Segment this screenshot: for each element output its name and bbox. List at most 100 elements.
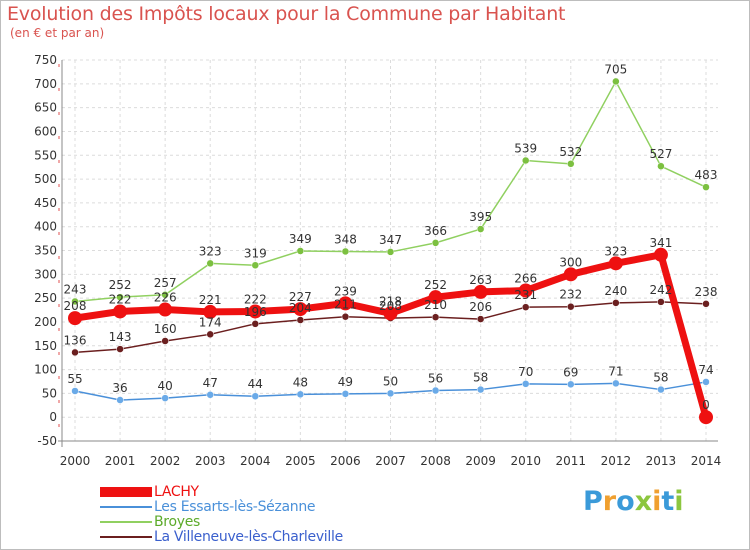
data-label-lachy: 218 [379, 294, 402, 308]
y-tick-label: 350 [34, 244, 57, 258]
data-label-broyes: 257 [154, 276, 177, 290]
y-tick-label: 550 [34, 148, 57, 162]
data-label-les-essarts-l-s-s-zanne: 44 [248, 377, 263, 391]
data-point-broyes [386, 248, 395, 256]
chart-title: Evolution des Impôts locaux pour la Comm… [7, 3, 566, 25]
x-tick-label: 2001 [105, 454, 136, 468]
data-point-les-essarts-l-s-s-zanne [341, 390, 350, 398]
x-tick-label: 2013 [646, 454, 677, 468]
data-label-lachy: 222 [244, 292, 267, 306]
y-tick-label: -50 [37, 434, 57, 448]
data-label-broyes: 366 [424, 224, 447, 238]
data-label-lachy: 226 [154, 291, 177, 305]
data-point-lachy [608, 256, 623, 271]
data-point-les-essarts-l-s-s-zanne [431, 386, 440, 395]
data-label-les-essarts-l-s-s-zanne: 48 [293, 375, 308, 389]
data-point-lachy [428, 290, 443, 305]
data-point-lachy [518, 283, 533, 298]
x-tick-label: 2006 [330, 454, 361, 468]
data-label-broyes: 319 [244, 246, 267, 260]
data-label-la-villeneuve-l-s-charleville: 204 [289, 301, 312, 315]
x-tick-label: 2010 [510, 454, 541, 468]
data-label-la-villeneuve-l-s-charleville: 160 [154, 322, 177, 336]
y-tick-label: 300 [34, 267, 57, 281]
data-label-broyes: 705 [604, 62, 627, 76]
data-point-la-villeneuve-l-s-charleville [341, 312, 350, 321]
logo-letter: i [674, 486, 684, 517]
data-label-la-villeneuve-l-s-charleville: 196 [244, 305, 267, 319]
data-point-les-essarts-l-s-s-zanne [521, 380, 530, 388]
data-point-la-villeneuve-l-s-charleville [251, 320, 260, 328]
data-point-les-essarts-l-s-s-zanne [702, 378, 710, 386]
data-point-broyes [341, 247, 350, 256]
y-tick-label: 50 [42, 386, 57, 400]
data-label-la-villeneuve-l-s-charleville: 242 [649, 283, 672, 297]
data-label-broyes: 252 [109, 278, 132, 292]
legend-swatch-villeneuve [100, 536, 152, 538]
x-tick-label: 2005 [285, 454, 316, 468]
logo-letter: t [661, 486, 675, 517]
data-label-les-essarts-l-s-s-zanne: 47 [203, 376, 218, 390]
legend-swatch-essarts [100, 506, 152, 508]
data-point-la-villeneuve-l-s-charleville [612, 299, 620, 307]
data-point-broyes [251, 261, 260, 270]
legend-label-broyes: Broyes [154, 514, 201, 530]
data-label-les-essarts-l-s-s-zanne: 58 [473, 371, 488, 385]
y-tick-label: 500 [34, 172, 57, 186]
chart-subtitle: (en € et par an) [10, 26, 105, 40]
data-label-les-essarts-l-s-s-zanne: 55 [67, 372, 82, 386]
x-tick-label: 2008 [420, 454, 451, 468]
data-point-lachy [473, 284, 488, 299]
data-label-les-essarts-l-s-s-zanne: 58 [653, 371, 668, 385]
legend-label-essarts: Les Essarts-lès-Sézanne [154, 499, 316, 515]
data-label-les-essarts-l-s-s-zanne: 40 [158, 379, 173, 393]
data-point-la-villeneuve-l-s-charleville [116, 345, 124, 353]
data-point-les-essarts-l-s-s-zanne [386, 389, 395, 398]
data-label-broyes: 348 [334, 232, 357, 246]
data-point-la-villeneuve-l-s-charleville [296, 316, 305, 324]
legend-label-lachy: LACHY [154, 484, 199, 500]
data-label-les-essarts-l-s-s-zanne: 74 [698, 363, 713, 377]
data-label-la-villeneuve-l-s-charleville: 240 [604, 284, 627, 298]
data-point-la-villeneuve-l-s-charleville [521, 303, 530, 311]
data-point-lachy [699, 410, 713, 425]
data-point-lachy [563, 267, 578, 282]
data-label-la-villeneuve-l-s-charleville: 211 [334, 298, 357, 312]
data-point-la-villeneuve-l-s-charleville [567, 302, 575, 311]
data-label-lachy: 266 [514, 272, 537, 286]
data-point-broyes [702, 183, 710, 191]
y-tick-label: 200 [34, 315, 57, 329]
data-label-les-essarts-l-s-s-zanne: 36 [112, 381, 127, 395]
data-point-la-villeneuve-l-s-charleville [71, 348, 79, 357]
data-point-lachy [203, 304, 218, 319]
data-point-les-essarts-l-s-s-zanne [657, 385, 665, 394]
data-point-lachy [113, 304, 128, 319]
data-point-les-essarts-l-s-s-zanne [476, 385, 485, 394]
data-point-lachy [653, 247, 668, 262]
y-tick-label: 450 [34, 196, 57, 210]
data-point-broyes [161, 291, 169, 299]
data-point-la-villeneuve-l-s-charleville [206, 330, 214, 339]
y-tick-label: 250 [34, 291, 57, 305]
data-label-lachy: 263 [469, 273, 492, 287]
data-label-broyes: 483 [695, 168, 718, 182]
data-label-broyes: 323 [199, 244, 222, 258]
data-point-les-essarts-l-s-s-zanne [251, 392, 260, 400]
x-tick-label: 2009 [465, 454, 496, 468]
data-point-la-villeneuve-l-s-charleville [161, 337, 169, 345]
data-point-broyes [71, 297, 79, 306]
x-tick-label: 2007 [375, 454, 406, 468]
data-label-lachy: 300 [559, 255, 582, 269]
data-point-les-essarts-l-s-s-zanne [71, 387, 79, 395]
data-point-broyes [431, 239, 440, 247]
data-label-la-villeneuve-l-s-charleville: 174 [199, 315, 222, 329]
data-label-les-essarts-l-s-s-zanne: 49 [338, 375, 353, 389]
y-tick-label: 650 [34, 101, 57, 115]
legend-label-villeneuve: La Villeneuve-lès-Charleville [154, 529, 343, 545]
data-label-la-villeneuve-l-s-charleville: 238 [695, 285, 718, 299]
data-label-broyes: 527 [649, 147, 672, 161]
data-point-les-essarts-l-s-s-zanne [161, 394, 169, 402]
data-point-lachy [248, 304, 263, 319]
data-label-lachy: 221 [199, 293, 222, 307]
